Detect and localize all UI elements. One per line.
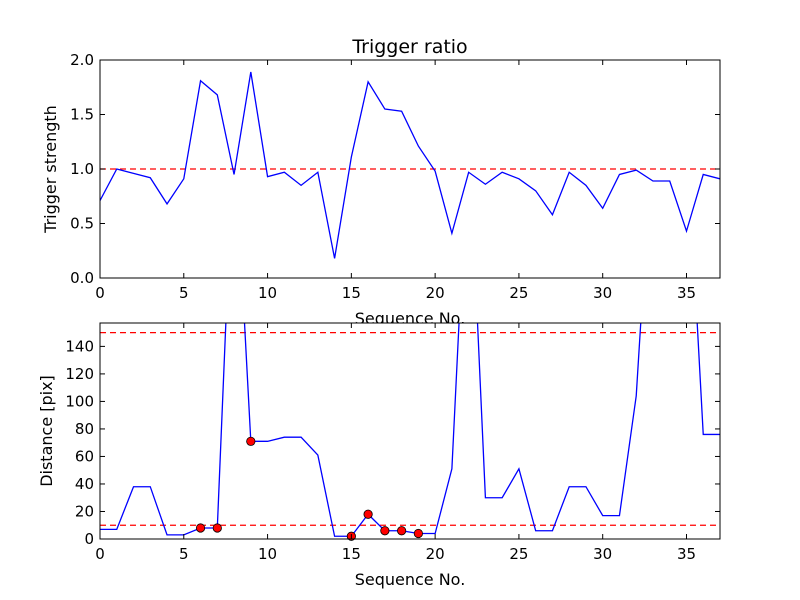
bottom-y-tick-label: 100 xyxy=(65,392,94,410)
bottom-x-tick-label: 0 xyxy=(95,545,105,563)
bottom-x-tick-label: 5 xyxy=(179,545,189,563)
bottom-plot-frame xyxy=(99,322,721,540)
bottom-data-marker xyxy=(195,523,206,533)
bottom-y-tick-label: 40 xyxy=(75,475,94,493)
bottom-x-axis-label: Sequence No. xyxy=(355,570,466,589)
top-y-axis-label: Trigger strength xyxy=(41,105,60,234)
bottom-data-marker xyxy=(212,523,222,533)
bottom-y-axis-label: Distance [pix] xyxy=(37,375,56,487)
top-x-tick-label: 15 xyxy=(342,284,361,302)
bottom-chart: 0 5 10 15 20 25 30 35 0 20 40 60 80 100 120 140 Sequen… xyxy=(37,322,721,589)
top-y-tick-label: 0.0 xyxy=(70,269,94,287)
bottom-x-tick-label: 30 xyxy=(593,545,612,563)
bottom-x-tick-label: 25 xyxy=(509,545,528,563)
bottom-plot-area xyxy=(100,323,720,539)
bottom-data-marker xyxy=(397,526,407,536)
top-y-tick-label: 2.0 xyxy=(70,51,94,69)
bottom-y-tick-label: 20 xyxy=(75,502,94,520)
top-x-tick-label: 20 xyxy=(426,284,445,302)
bottom-data-marker xyxy=(363,509,373,519)
top-x-tick-label: 5 xyxy=(179,284,189,302)
bottom-y-tick-label: 140 xyxy=(65,337,94,355)
top-chart: 0 5 10 15 20 25 30 35 0.0 0.5 1.0 1.5 2.0 Trigger r… xyxy=(41,36,721,328)
bottom-y-tick-label: 80 xyxy=(75,420,94,438)
bottom-x-tick-label: 15 xyxy=(342,545,361,563)
bottom-y-tick-label: 0 xyxy=(84,530,94,548)
top-y-tick-label: 1.0 xyxy=(70,160,94,178)
top-chart-title: Trigger ratio xyxy=(351,36,467,58)
top-x-tick-label: 35 xyxy=(677,284,696,302)
top-x-tick-label: 10 xyxy=(258,284,277,302)
bottom-x-tick-label: 10 xyxy=(258,545,277,563)
bottom-data-marker xyxy=(413,528,423,539)
bottom-data-marker xyxy=(246,436,256,446)
top-y-tick-label: 1.5 xyxy=(70,106,94,124)
bottom-y-tick-label: 120 xyxy=(65,365,94,383)
bottom-x-tick-label: 35 xyxy=(677,545,696,563)
bottom-y-tick-label: 60 xyxy=(75,447,94,465)
bottom-data-marker xyxy=(380,526,390,536)
bottom-x-tick-label: 20 xyxy=(426,545,445,563)
top-series-line xyxy=(100,71,720,259)
top-x-tick-label: 30 xyxy=(593,284,612,302)
top-x-tick-label: 0 xyxy=(95,284,105,302)
top-x-tick-label: 25 xyxy=(509,284,528,302)
top-y-tick-label: 0.5 xyxy=(70,215,94,233)
